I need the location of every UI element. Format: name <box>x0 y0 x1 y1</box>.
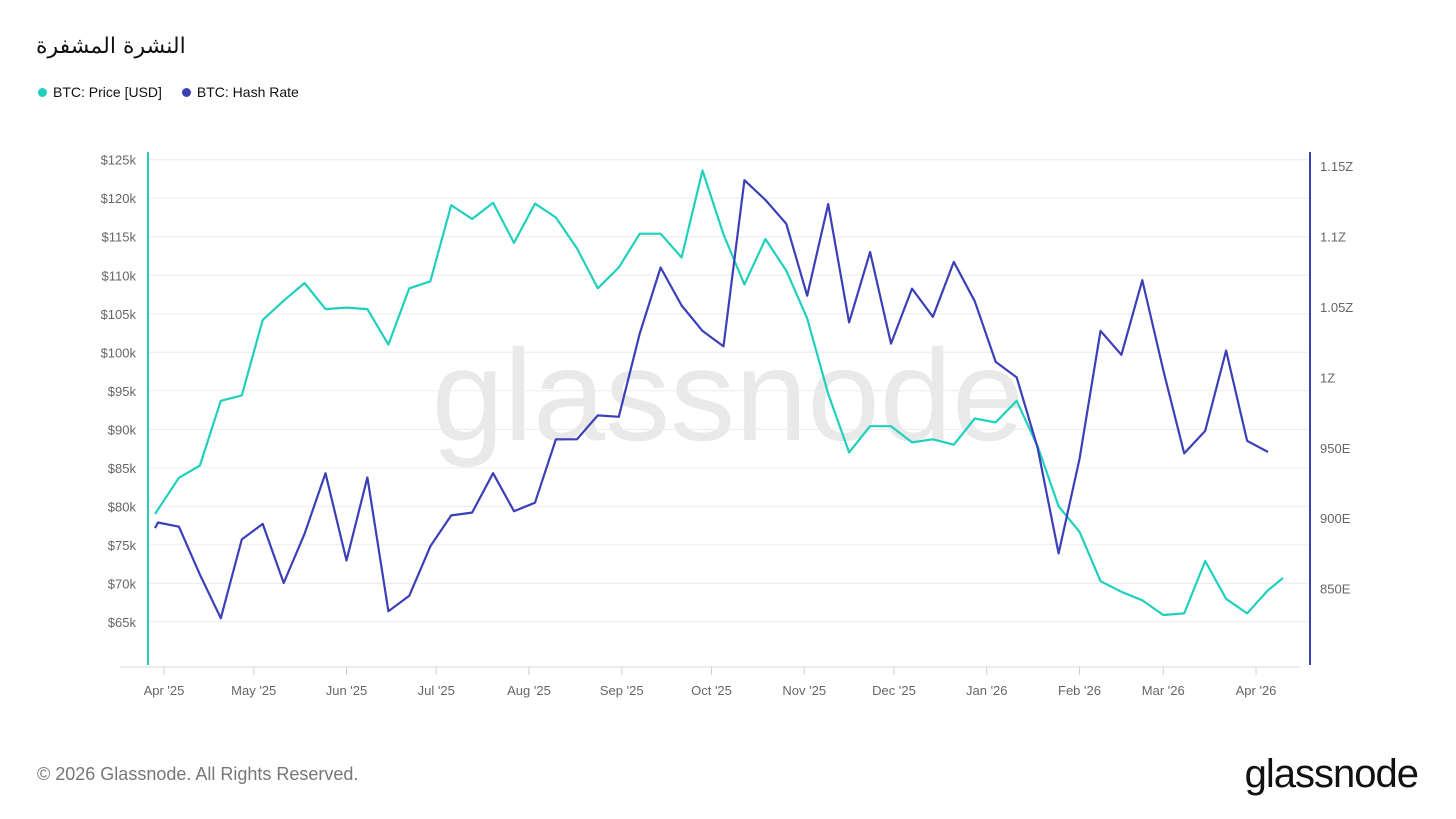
y-left-tick-label: $80k <box>108 499 137 514</box>
price-line <box>154 169 1284 617</box>
y-right-tick-label: 850E <box>1320 582 1351 597</box>
x-tick-label: Aug '25 <box>507 683 551 698</box>
y-left-tick-label: $110k <box>102 268 137 283</box>
y-left-tick-label: $120k <box>101 191 137 206</box>
legend-dot-price <box>38 87 47 97</box>
x-tick-label: Nov '25 <box>782 683 826 698</box>
y-right-tick-label: 1Z <box>1320 370 1335 385</box>
y-left-tick-label: $115k <box>102 230 137 245</box>
x-tick-label: Apr '25 <box>144 683 185 698</box>
y-right-tick-label: 950E <box>1320 441 1351 456</box>
y-left-tick-label: $85k <box>108 461 137 476</box>
x-tick-label: Apr '26 <box>1236 683 1277 698</box>
legend: BTC: Price [USD] BTC: Hash Rate <box>38 84 299 100</box>
x-tick-label: Feb '26 <box>1058 683 1101 698</box>
y-left-tick-label: $90k <box>108 422 137 437</box>
y-left-tick-label: $65k <box>108 615 137 630</box>
y-left-tick-label: $105k <box>101 307 137 322</box>
y-right-tick-label: 900E <box>1320 511 1351 526</box>
y-left-tick-label: $125k <box>101 153 137 168</box>
y-right-tick-label: 1.05Z <box>1320 300 1353 315</box>
legend-label-price: BTC: Price [USD] <box>53 84 162 100</box>
y-left-tick-label: $95k <box>108 384 137 399</box>
copyright-footer: © 2026 Glassnode. All Rights Reserved. <box>37 764 359 784</box>
x-tick-label: Sep '25 <box>600 683 644 698</box>
x-tick-label: Oct '25 <box>691 683 732 698</box>
y-right-tick-label: 1.15Z <box>1320 159 1353 174</box>
legend-item-price[interactable]: BTC: Price [USD] <box>38 84 162 100</box>
y-left-tick-label: $100k <box>101 345 137 360</box>
x-tick-label: Dec '25 <box>872 683 916 698</box>
x-tick-label: Jul '25 <box>418 683 455 698</box>
x-tick-label: Jun '25 <box>326 683 368 698</box>
x-tick-label: Jan '26 <box>966 683 1008 698</box>
x-tick-label: May '25 <box>231 683 276 698</box>
watermark: glassnode <box>432 322 1025 468</box>
legend-label-hash-rate: BTC: Hash Rate <box>196 84 299 100</box>
y-right-tick-label: 1.1Z <box>1320 230 1346 245</box>
y-left-tick-label: $70k <box>108 576 137 591</box>
x-tick-label: Mar '26 <box>1142 683 1185 698</box>
hash-rate-line <box>154 179 1269 620</box>
legend-dot-hash-rate <box>181 87 191 97</box>
glassnode-logo: glassnode <box>1244 752 1419 796</box>
chart-title: النشرة المشفرة <box>36 34 186 59</box>
legend-item-hash-rate[interactable]: BTC: Hash Rate <box>181 84 299 100</box>
y-left-tick-label: $75k <box>108 538 137 553</box>
